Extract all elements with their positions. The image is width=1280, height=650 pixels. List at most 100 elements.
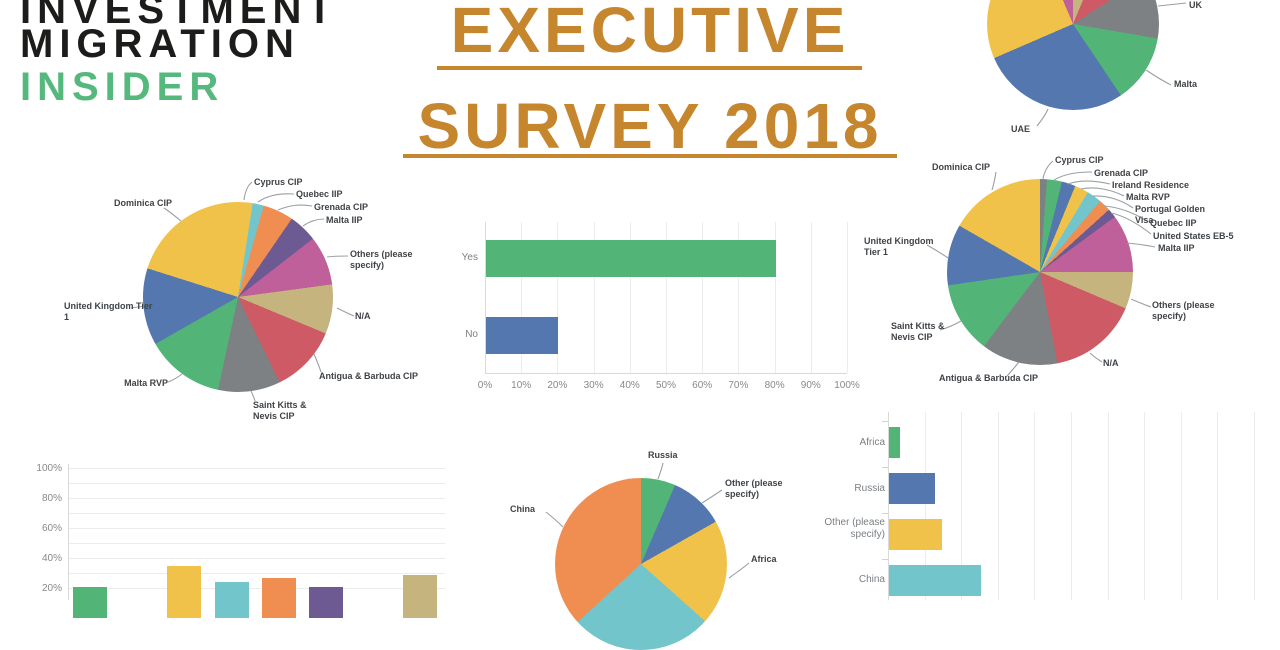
pie-label: Malta RVP (124, 378, 168, 388)
pie-label: China (510, 504, 536, 514)
x-tick-label: 80% (764, 380, 785, 391)
gridline (1144, 412, 1146, 600)
survey-title-line-2: SURVEY 2018 (417, 90, 883, 162)
pie-label: Cyprus CIP (1055, 155, 1104, 165)
gridline (68, 528, 445, 529)
pie-label: Cyprus CIP (254, 177, 303, 187)
hbar (486, 240, 776, 277)
pie-label: Malta IIP (326, 215, 363, 225)
leader-line (545, 511, 564, 528)
pie-label: Others (please specify) (1152, 300, 1215, 321)
y-tick-label: 40% (41, 553, 62, 564)
bar-category-label: No (465, 329, 478, 340)
pie-label: Portugal Golden Visa (1135, 204, 1206, 225)
pie-label: UAE (1011, 124, 1031, 134)
leader-line (991, 171, 997, 191)
hbar (486, 317, 559, 354)
pie-label: Africa (751, 554, 777, 564)
y-tick-label: 60% (41, 523, 62, 534)
gridline (847, 222, 848, 373)
gridline (68, 513, 445, 514)
leader-line (1036, 108, 1049, 127)
gridline (593, 222, 595, 373)
pie-label: N/A (1103, 358, 1119, 368)
gridline (738, 222, 740, 373)
x-tick-label: 0% (477, 380, 493, 391)
gridline (961, 412, 963, 600)
gridline (485, 222, 486, 373)
y-axis-line (888, 412, 889, 600)
leader-line (1145, 69, 1172, 86)
leader-line (326, 255, 349, 258)
pie-label: United Kingdom Tier 1 (864, 236, 934, 257)
pie-label: Antigua & Barbuda CIP (939, 373, 1039, 383)
x-tick-label: 40% (619, 380, 640, 391)
axis-tick (882, 467, 888, 468)
leader-line (167, 373, 183, 383)
pie-label: Saint Kitts & Nevis CIP (253, 400, 307, 421)
gridline (666, 222, 667, 373)
pie-left-programs (143, 202, 333, 392)
pie-label: Grenada CIP (1094, 168, 1149, 178)
axis-tick (882, 421, 888, 422)
pie-label: Malta RVP (1126, 192, 1170, 202)
pie-label: UK (1189, 0, 1202, 10)
pie-label: Grenada CIP (314, 202, 369, 212)
x-tick-label: 50% (655, 380, 676, 391)
pie-label: N/A (355, 311, 371, 321)
pie-label: United States EB-5 (1153, 231, 1234, 241)
gridline (1180, 412, 1182, 600)
pie-label: Quebec IIP (296, 189, 343, 199)
leader-line (336, 307, 355, 317)
bar-category-label: Africa (859, 437, 885, 448)
x-tick-label: 90% (800, 380, 821, 391)
title-underline-1 (437, 66, 862, 70)
bar-category-label: Other (please specify) (824, 517, 885, 540)
axis-tick (882, 559, 888, 560)
leader-line (728, 562, 750, 579)
leader-line (1053, 171, 1093, 181)
bar-category-label: China (858, 574, 885, 585)
x-tick-label: 30% (583, 380, 604, 391)
pie-label: United Kingdom Tier 1 (64, 301, 153, 322)
gridline (1107, 412, 1109, 600)
pie-label: Other (please specify) (725, 478, 783, 499)
gridline (68, 468, 445, 469)
pie-label: Ireland Residence (1112, 180, 1190, 190)
axis-tick (882, 513, 888, 514)
pie-label: Saint Kitts & Nevis CIP (891, 321, 945, 342)
leader-line (163, 207, 182, 222)
x-tick-label: 70% (728, 380, 749, 391)
pie-right-programs (947, 179, 1133, 365)
pie-top-right (987, 0, 1159, 110)
gridline (702, 222, 704, 373)
leader-line (657, 462, 664, 480)
x-tick-label: 20% (547, 380, 568, 391)
leader-line (1089, 352, 1103, 363)
pie-label: Quebec IIP (1150, 218, 1197, 228)
gridline (68, 543, 445, 544)
hbar (889, 565, 981, 596)
leader-line (302, 218, 325, 227)
leader-line (257, 193, 295, 203)
logo-line-3: INSIDER (20, 65, 225, 109)
y-tick-label: 20% (41, 583, 62, 594)
vbar (214, 582, 249, 618)
leader-line (1042, 160, 1054, 180)
leader-line (277, 204, 313, 211)
gridline (68, 498, 445, 499)
gridline (1217, 412, 1219, 600)
gridline (810, 222, 812, 373)
gridline (68, 573, 445, 574)
gridline (557, 222, 559, 373)
leader-line (313, 353, 322, 373)
gridline (68, 483, 445, 484)
gridline (997, 412, 999, 600)
leader-line (1067, 180, 1111, 185)
gridline (629, 222, 631, 373)
survey-title-line-1: EXECUTIVE (450, 0, 850, 66)
vbar (403, 574, 438, 618)
x-axis-line (485, 373, 847, 374)
vbar (167, 565, 202, 618)
gridline (924, 412, 926, 600)
